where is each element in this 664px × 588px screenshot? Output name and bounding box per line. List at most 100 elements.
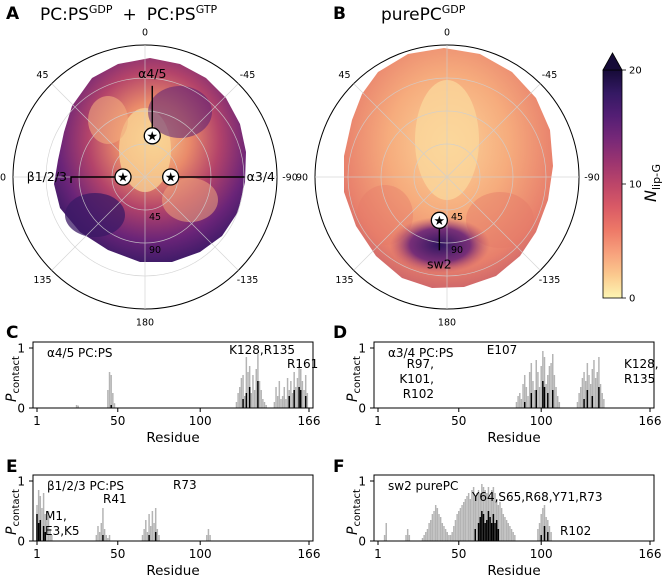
polar-b-title: purePCGDP xyxy=(381,3,466,25)
x-tick-label: 100 xyxy=(189,414,212,428)
panel-label-a: A xyxy=(6,4,20,24)
bar-residue xyxy=(265,405,267,408)
bar-residue xyxy=(408,535,411,541)
bar-residue xyxy=(150,526,152,541)
y-tick-label: 1 xyxy=(358,475,366,489)
polar-radial-label: 90 xyxy=(451,245,463,256)
bar-key-residue xyxy=(148,535,150,541)
bar-residue xyxy=(113,403,116,408)
bar-residue xyxy=(550,532,552,541)
bar-key-residue xyxy=(494,523,496,541)
bar-residue xyxy=(443,526,445,541)
bar-key-residue xyxy=(42,526,45,541)
bar-residue xyxy=(456,514,458,541)
residue-annotation: E107 xyxy=(487,343,518,357)
residue-annotation: R97, xyxy=(407,357,434,371)
residue-annotation: M1, xyxy=(45,509,67,523)
bar-residue xyxy=(599,384,602,408)
bar-residue xyxy=(542,351,544,408)
bar-residue xyxy=(300,369,302,408)
bar-residue xyxy=(385,523,387,541)
polar-grid-spoke xyxy=(353,83,448,178)
panel-label-e: E xyxy=(6,457,18,477)
y-axis-label: Pcontact xyxy=(345,356,363,402)
bar-residue xyxy=(97,526,99,541)
bar-residue xyxy=(593,360,595,408)
bar-residue xyxy=(51,535,53,541)
x-tick-label: 100 xyxy=(189,547,212,561)
x-tick-label: 166 xyxy=(639,414,662,428)
bar-residue xyxy=(110,375,112,408)
bar-residue xyxy=(405,535,407,541)
bar-key-residue xyxy=(37,523,40,541)
bar-residue xyxy=(522,384,524,408)
bar-key-residue xyxy=(543,387,546,408)
bar-residue xyxy=(578,393,580,408)
x-axis-label: Residue xyxy=(146,430,199,446)
bar-residue xyxy=(431,514,434,541)
panel-label-b: B xyxy=(333,4,346,24)
axes-frame xyxy=(32,341,314,409)
bar-key-residue xyxy=(487,511,490,541)
bar-residue xyxy=(237,393,239,408)
polar-angle-label: -45 xyxy=(240,70,256,81)
bar-residue xyxy=(444,529,447,541)
bar-residue xyxy=(262,399,264,408)
polar-a-title: PC:PSGDP + PC:PSGTP xyxy=(40,3,218,25)
bar-residue xyxy=(441,523,444,541)
bar-residue xyxy=(535,360,537,408)
star-icon: ★ xyxy=(434,214,446,229)
bar-residue xyxy=(471,490,473,541)
bar-residue xyxy=(588,375,590,408)
bar-residue xyxy=(451,532,453,541)
bar-residue xyxy=(453,526,455,541)
bar-residue xyxy=(283,387,286,408)
bar-residue xyxy=(47,511,50,541)
bar-residue xyxy=(499,502,501,541)
x-tick-label: 1 xyxy=(374,414,382,428)
residue-annotation: R161 xyxy=(287,357,318,371)
bar-residue xyxy=(542,508,544,541)
bar-residue xyxy=(75,405,78,408)
bar-residue xyxy=(550,363,552,408)
colorbar-tick-label: 0 xyxy=(629,294,635,305)
bar-residue xyxy=(459,508,462,541)
polar-b-title-sup1: GDP xyxy=(442,3,466,16)
polar-radial-label: 45 xyxy=(451,212,463,223)
feature-marker xyxy=(430,211,449,229)
bar-residue xyxy=(239,387,241,408)
bar-key-residue xyxy=(110,405,112,408)
bar-key-residue xyxy=(479,517,481,541)
panel-label-f: F xyxy=(333,457,345,477)
y-tick-label: 0 xyxy=(17,402,25,416)
bar-key-residue xyxy=(583,399,585,408)
feature-label: β1/2/3 xyxy=(27,169,67,184)
bar-residue xyxy=(290,381,292,408)
bar-residue xyxy=(250,393,253,408)
polar-a-title-sup2: GTP xyxy=(196,3,218,16)
x-tick-label: 166 xyxy=(298,414,321,428)
bar-residue xyxy=(383,535,386,541)
polar-a: 0 -45 -90 -135 180 135 90 45 45 90 ★ α4/5 ★ α3/4 ★ β1… xyxy=(0,28,298,329)
polar-a-radial-labels: 45 90 xyxy=(149,212,161,256)
bar-key-residue xyxy=(591,396,594,408)
colorbar-tick-label: 20 xyxy=(629,66,642,77)
x-axis-label: Residue xyxy=(146,563,199,579)
polar-a-title-main: PC:PS xyxy=(40,5,89,25)
bar-residue xyxy=(594,378,597,408)
bar-residue xyxy=(275,387,277,408)
bar-key-residue xyxy=(489,517,491,541)
bar-residue xyxy=(253,390,256,408)
polar-grid-spoke xyxy=(446,83,541,178)
polar-angle-label: -135 xyxy=(237,275,259,286)
x-tick-label: 166 xyxy=(298,547,321,561)
bar-residue xyxy=(285,399,287,408)
bar-residue xyxy=(286,378,289,408)
bar-key-residue xyxy=(523,402,526,408)
bar-residue xyxy=(596,372,598,408)
y-tick-label: 1 xyxy=(17,342,25,356)
y-axis-label-sub: contact xyxy=(11,356,22,394)
bar-residue xyxy=(551,354,554,408)
